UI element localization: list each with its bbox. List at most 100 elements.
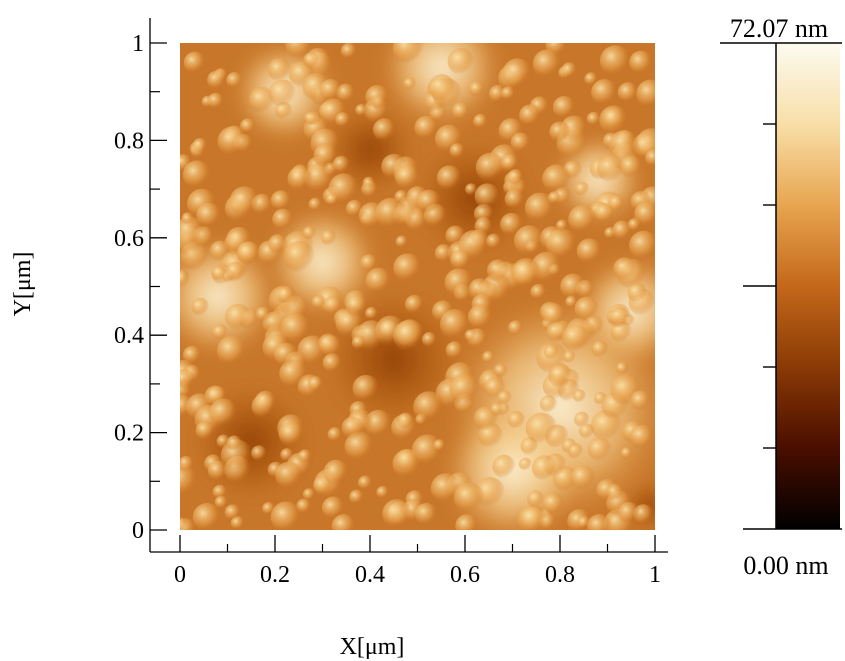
surface-grain [191, 297, 210, 316]
colorbar-min-label: 0.00 nm [743, 551, 828, 580]
x-axis: 0 0.2 0.4 0.6 0.8 1 [150, 535, 668, 588]
surface-grain [335, 112, 351, 128]
surface-grain [575, 181, 590, 197]
surface-grain [272, 208, 294, 231]
y-axis: 0 0.2 0.4 0.6 0.8 1 [114, 18, 167, 552]
surface-grain [444, 268, 474, 298]
surface-grain [351, 335, 367, 350]
surface-grain [565, 295, 578, 309]
surface-grain [525, 412, 558, 444]
surface-grain [280, 448, 294, 462]
surface-grain [543, 344, 560, 360]
surface-grain [393, 320, 425, 352]
surface-grain [180, 464, 198, 497]
surface-grain [375, 197, 407, 230]
surface-grain [192, 137, 208, 153]
surface-grain [455, 514, 479, 530]
surface-grain [560, 273, 587, 300]
surface-grain [475, 152, 506, 183]
surface-grain [430, 473, 461, 504]
surface-grain [542, 303, 567, 328]
surface-grain [196, 202, 222, 229]
surface-grain [392, 43, 425, 65]
surface-grain [209, 240, 231, 262]
surface-grain [349, 489, 365, 505]
surface-grain [547, 191, 562, 205]
x-tick-label: 0.6 [450, 562, 480, 588]
surface-grain [214, 495, 229, 510]
surface-grain [433, 439, 446, 452]
surface-grain [224, 303, 252, 331]
surface-grain [572, 389, 587, 403]
surface-grain [450, 249, 472, 271]
surface-grain [207, 70, 227, 90]
surface-grain [619, 155, 643, 179]
surface-grain [345, 294, 368, 317]
surface-grain [474, 183, 501, 209]
surface-grain [280, 312, 312, 344]
surface-grain [195, 421, 215, 441]
surface-grain [341, 416, 365, 440]
surface-grain [216, 335, 247, 366]
surface-grain [182, 345, 202, 365]
surface-grain [519, 104, 542, 127]
surface-grain [517, 505, 548, 530]
surface-grain [327, 427, 343, 443]
surface-grain [579, 423, 595, 439]
surface-grain [340, 43, 358, 60]
surface-grain [620, 447, 633, 460]
surface-grain [574, 296, 600, 322]
surface-grain [613, 257, 637, 281]
surface-grain [552, 95, 576, 119]
surface-grain [501, 154, 519, 172]
surface-grain [511, 258, 542, 288]
colorbar: 72.07 nm 0.00 nm [720, 14, 842, 580]
surface-grain [240, 118, 256, 134]
surface-grain [434, 244, 454, 263]
surface-grain [319, 78, 343, 102]
x-tick-label: 1 [649, 562, 661, 588]
surface-grain [207, 460, 229, 482]
surface-grain [273, 342, 299, 367]
surface-grain [270, 190, 292, 212]
surface-grain [357, 475, 373, 491]
surface-grain [636, 79, 655, 108]
y-axis-title: Y[μm] [10, 252, 36, 317]
surface-grain [275, 461, 304, 490]
surface-grain [311, 294, 327, 310]
surface-grain [486, 233, 502, 250]
surface-grain [382, 499, 412, 529]
surface-grain [428, 74, 456, 102]
surface-grain [587, 437, 612, 462]
surface-grain [323, 295, 343, 316]
surface-grain [576, 238, 603, 265]
surface-grain [629, 424, 655, 450]
surface-grain [308, 376, 324, 392]
colorbar-gradient [776, 43, 840, 529]
surface-grain [527, 490, 545, 508]
surface-grain [180, 368, 196, 391]
surface-grain [612, 220, 633, 241]
surface-grain [323, 459, 350, 486]
surface-grain [365, 306, 379, 321]
surface-grain [502, 58, 533, 89]
x-tick-label: 0.4 [355, 562, 385, 588]
surface-grain [524, 192, 556, 223]
surface-grain [308, 197, 323, 212]
surface-grain [180, 517, 187, 530]
surface-grain [298, 449, 312, 464]
surface-grain [549, 121, 571, 143]
surface-grain [603, 107, 625, 130]
y-tick-label: 0.2 [114, 421, 144, 447]
y-tick-label: 0.4 [114, 323, 144, 349]
surface-grain [362, 176, 376, 190]
surface-grain [254, 390, 277, 413]
surface-grain [608, 130, 640, 161]
surface-grain [548, 363, 573, 389]
surface-grain [530, 283, 547, 301]
surface-grain [596, 154, 625, 183]
surface-grain [606, 483, 625, 502]
surface-grain [490, 402, 505, 417]
surface-grain [504, 189, 525, 210]
surface-grain [278, 421, 305, 447]
